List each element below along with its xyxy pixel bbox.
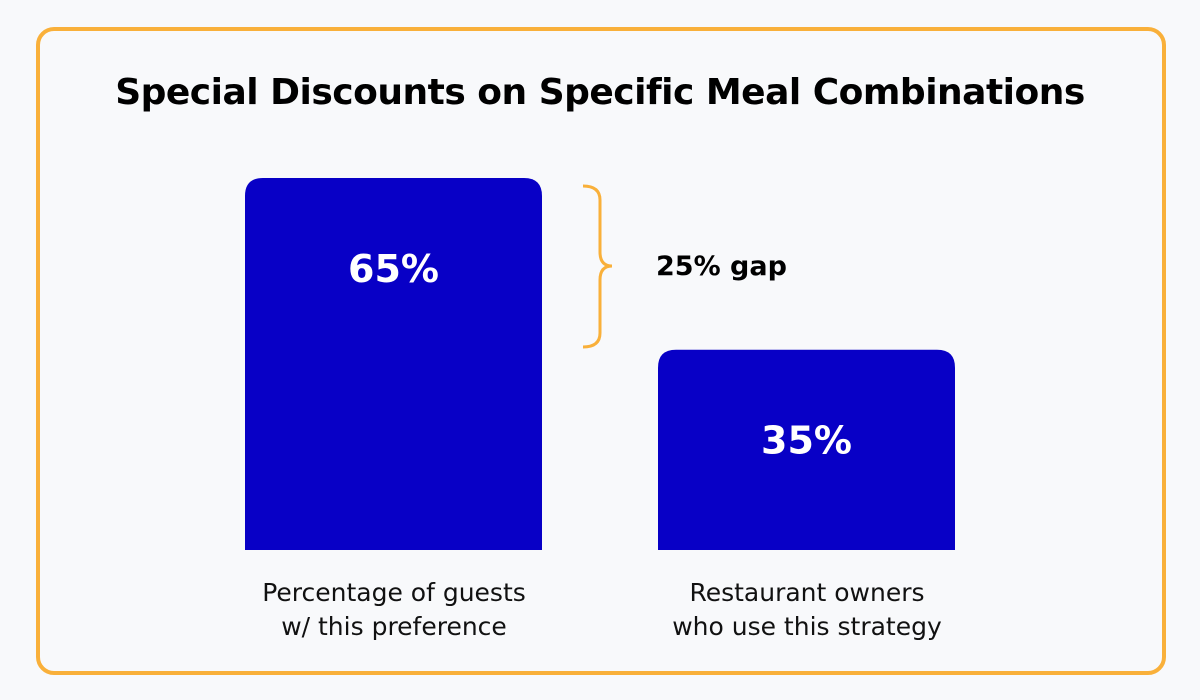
category-label-line: who use this strategy — [672, 612, 942, 641]
chart-title: Special Discounts on Specific Meal Combi… — [115, 72, 1085, 113]
category-label-2: Restaurant owners who use this strategy — [627, 576, 987, 644]
category-label-line: w/ this preference — [281, 612, 507, 641]
bar-value-label-1: 65% — [348, 247, 439, 291]
gap-annotation: 25% gap — [656, 251, 787, 282]
category-label-line: Percentage of guests — [262, 578, 526, 607]
chart-frame — [36, 27, 1166, 675]
bar-value-label-2: 35% — [761, 419, 852, 463]
bar-1 — [245, 178, 542, 550]
category-label-1: Percentage of guests w/ this preference — [214, 576, 574, 644]
bar-2 — [658, 349, 955, 550]
category-label-line: Restaurant owners — [689, 578, 925, 607]
gap-brace — [582, 184, 613, 349]
